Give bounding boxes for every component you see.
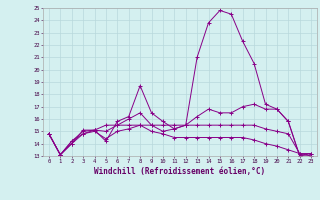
X-axis label: Windchill (Refroidissement éolien,°C): Windchill (Refroidissement éolien,°C) [94,167,266,176]
